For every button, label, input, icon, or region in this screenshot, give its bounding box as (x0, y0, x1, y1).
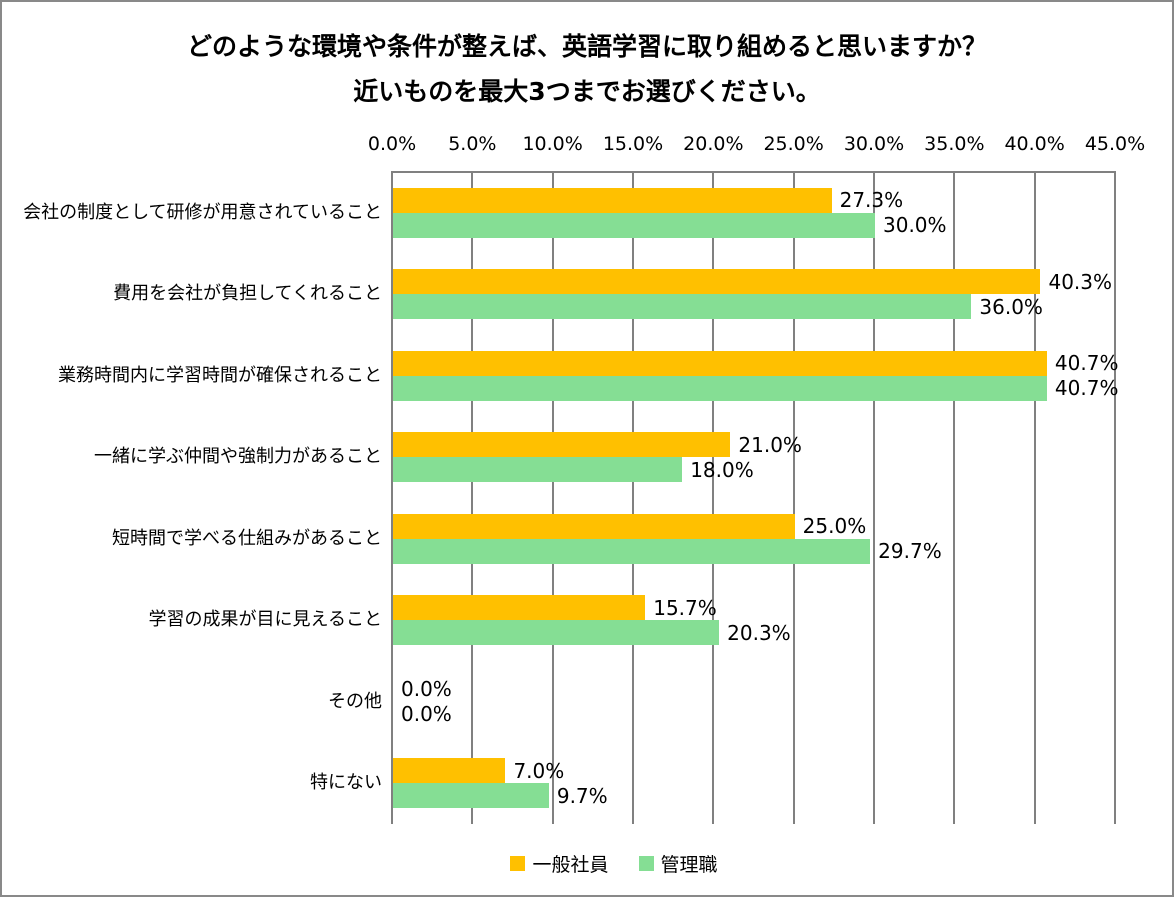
data-bar (393, 513, 795, 539)
value-label: 20.3% (727, 620, 791, 645)
category-label: 費用を会社が負担してくれること (113, 283, 382, 305)
gridline (391, 172, 393, 824)
gridline (1114, 172, 1116, 824)
legend: 一般社員 管理職 (29, 850, 1172, 877)
gridline (632, 172, 634, 824)
data-bar (393, 783, 549, 809)
gridline (1033, 172, 1036, 824)
data-bar (393, 595, 646, 621)
value-label: 0.0% (401, 677, 452, 702)
value-label: 30.0% (883, 213, 947, 238)
gridline (792, 172, 795, 824)
gridline (551, 172, 554, 824)
value-label: 36.0% (979, 294, 1043, 319)
x-axis-line (391, 171, 1116, 173)
value-label: 29.7% (878, 539, 942, 564)
value-label: 18.0% (690, 457, 754, 482)
x-axis-tick-label: 25.0% (763, 133, 824, 155)
gridline (471, 172, 474, 824)
series2-swatch (638, 856, 654, 871)
gridline (953, 172, 956, 824)
value-label: 40.3% (1048, 269, 1113, 294)
x-axis-tick-label: 35.0% (924, 133, 985, 155)
value-label: 40.7% (1054, 376, 1119, 401)
data-bar (393, 620, 720, 646)
chart-title-line1: どのような環境や条件が整えば、英語学習に取り組めると思いますか？ (186, 32, 987, 61)
category-label: 業務時間内に学習時間が確保されること (58, 364, 382, 386)
value-label: 25.0% (802, 514, 867, 539)
series1-label: 一般社員 (532, 854, 609, 876)
category-label: 学習の成果が目に見えること (148, 609, 382, 631)
category-label: その他 (328, 690, 382, 712)
data-bar (393, 375, 1047, 401)
category-label: 特にない (310, 772, 382, 794)
value-label: 0.0% (401, 702, 452, 727)
value-label: 40.7% (1054, 351, 1119, 376)
chart-title-line2: 近いものを最大3つまでお選びください。 (353, 77, 821, 106)
x-axis-tick-label: 15.0% (602, 133, 664, 155)
data-bar (393, 538, 871, 564)
data-bar (393, 294, 972, 320)
legend-entry-series2: 管理職 (638, 850, 718, 877)
x-axis-tick-label: 45.0% (1084, 133, 1146, 155)
x-axis-tick-label: 40.0% (1004, 133, 1065, 155)
gridline (712, 172, 715, 824)
x-axis-tick-label: 30.0% (843, 133, 905, 155)
data-bar (393, 432, 731, 458)
series1-swatch (510, 856, 526, 871)
data-bar (393, 212, 875, 238)
chart-title: どのような環境や条件が整えば、英語学習に取り組めると思いますか？ 近いものを最大… (2, 24, 1172, 114)
data-bar (393, 350, 1047, 376)
value-label: 7.0% (513, 758, 565, 783)
x-axis-tick-label: 5.0% (448, 133, 497, 155)
x-axis-tick-label: 10.0% (522, 133, 583, 155)
data-bar (393, 187, 832, 213)
value-label: 9.7% (556, 783, 608, 808)
value-label: 15.7% (653, 595, 717, 620)
value-label: 27.3% (839, 188, 904, 213)
data-bar (393, 758, 506, 784)
data-bar (393, 457, 683, 483)
category-label: 一緒に学ぶ仲間や強制力があること (94, 446, 382, 468)
data-bar (393, 269, 1041, 295)
legend-entry-series1: 一般社員 (510, 850, 609, 877)
x-axis-tick-label: 20.0% (683, 133, 744, 155)
value-label: 21.0% (738, 432, 802, 457)
category-label: 短時間で学べる仕組みがあること (112, 527, 382, 549)
x-axis-tick-label: 0.0% (367, 133, 417, 155)
category-label: 会社の制度として研修が用意されていること (23, 201, 382, 223)
gridline (873, 172, 875, 824)
series2-label: 管理職 (660, 854, 718, 876)
